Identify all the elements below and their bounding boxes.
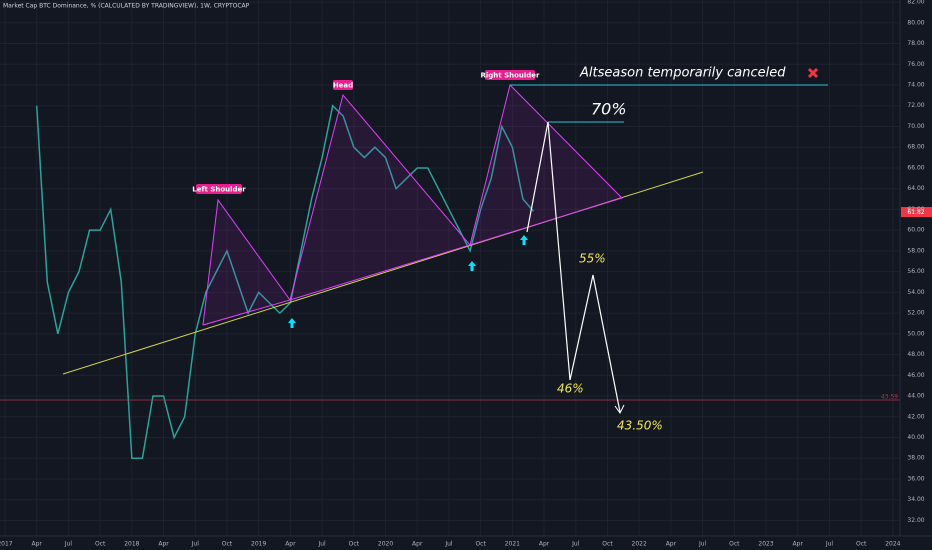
x-tick-label: 2024 (885, 541, 900, 548)
y-tick-label: 68.00 (907, 144, 924, 151)
left-shoulder-label: Left Shoulder (192, 186, 246, 194)
y-tick-label: 74.00 (907, 82, 924, 89)
y-tick-label: 46.00 (907, 372, 924, 379)
x-tick-label: Oct (602, 541, 613, 548)
x-tick-label: Jul (64, 541, 73, 548)
y-tick-label: 48.00 (907, 351, 924, 358)
x-tick-label: Oct (729, 541, 740, 548)
y-tick-label: 32.00 (907, 517, 924, 524)
x-tick-label: Apr (158, 541, 169, 548)
y-tick-label: 44.00 (907, 393, 924, 400)
y-tick-label: 38.00 (907, 455, 924, 462)
price-tag (901, 207, 932, 217)
y-tick-label: 54.00 (907, 289, 924, 296)
cancel-mark (807, 67, 819, 79)
y-tick-label: 36.00 (907, 475, 924, 482)
y-tick-label: 64.00 (907, 185, 924, 192)
right-shoulder-shape (469, 84, 623, 246)
support-label: 43.59 (881, 394, 898, 401)
y-tick-label: 50.00 (907, 330, 924, 337)
y-tick-label: 76.00 (907, 61, 924, 68)
left-shoulder-shape (202, 198, 291, 326)
y-tick-label: 42.00 (907, 413, 924, 420)
target-70: 70% (591, 100, 627, 119)
x-tick-label: 2017 (0, 541, 13, 548)
x-tick-label: 2022 (632, 541, 647, 548)
y-tick-label: 52.00 (907, 310, 924, 317)
head-label: Head (333, 82, 353, 90)
y-tick-label: 82.00 (907, 0, 924, 6)
label-box (196, 184, 242, 194)
x-tick-label: Apr (32, 541, 43, 548)
x-tick-label: Jul (317, 541, 326, 548)
x-tick-label: 2020 (378, 541, 393, 548)
note: Altseason temporarily canceled (579, 66, 786, 81)
label-box (485, 70, 535, 80)
x-tick-label: Apr (412, 541, 423, 548)
y-tick-label: 62.00 (907, 206, 924, 213)
y-tick-label: 80.00 (907, 19, 924, 26)
target-46: 46% (557, 382, 584, 396)
x-tick-label: Oct (222, 541, 233, 548)
y-tick-label: 58.00 (907, 247, 924, 254)
x-tick-label: Jul (444, 541, 453, 548)
plot (35, 104, 535, 459)
projection-arrow (614, 404, 625, 414)
x-tick-label: Oct (95, 541, 106, 548)
y-tick-label: 56.00 (907, 268, 924, 275)
projection (526, 121, 621, 413)
x-tick-label: Oct (349, 541, 360, 548)
y-tick-label: 66.00 (907, 164, 924, 171)
right-shoulder-label: Right Shoulder (481, 72, 541, 80)
x-tick-label: Jul (825, 541, 834, 548)
x-tick-label: Jul (571, 541, 580, 548)
x-tick-label: Jul (698, 541, 707, 548)
y-tick-label: 70.00 (907, 123, 924, 130)
x-tick-label: 2018 (124, 541, 139, 548)
x-tick-label: Apr (666, 541, 677, 548)
x-tick-label: 2019 (251, 541, 266, 548)
y-tick-label: 34.00 (907, 496, 924, 503)
x-tick-label: Oct (856, 541, 867, 548)
series-line (35, 104, 535, 459)
x-tick-label: Apr (539, 541, 550, 548)
x-tick-label: Apr (285, 541, 296, 548)
label-box (333, 80, 353, 90)
x-tick-label: Jul (191, 541, 200, 548)
head-shape (289, 93, 471, 301)
target-4350: 43.50% (617, 419, 663, 433)
chart-title: Market Cap BTC Dominance, % (CALCULATED … (3, 3, 250, 10)
y-tick-label: 40.00 (907, 434, 924, 441)
arrows (288, 235, 528, 328)
target-55: 55% (579, 252, 606, 266)
y-tick-label: 60.00 (907, 227, 924, 234)
x-tick-label: 2021 (505, 541, 520, 548)
last-price: 61.82 (907, 209, 924, 216)
x-tick-label: Oct (475, 541, 486, 548)
y-tick-label: 72.00 (907, 102, 924, 109)
x-tick-label: 2023 (758, 541, 773, 548)
x-tick-label: Apr (793, 541, 804, 548)
y-tick-label: 78.00 (907, 40, 924, 47)
